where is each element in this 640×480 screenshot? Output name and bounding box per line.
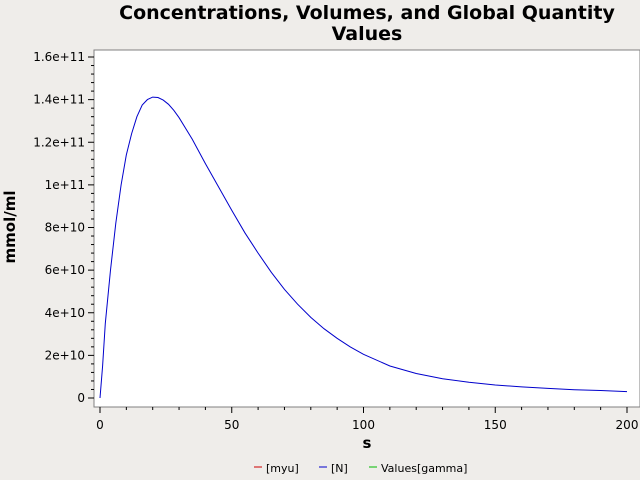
y-tick-label: 4e+10 (45, 306, 85, 320)
legend-label: Values[gamma] (381, 462, 467, 475)
plot-area (93, 49, 640, 408)
chart-title-line-2: Values (332, 23, 403, 45)
series-layer (99, 96, 628, 399)
legend-label: [myu] (266, 462, 299, 475)
y-tick-label: 1.4e+11 (33, 93, 85, 107)
y-tick-label: 1.2e+11 (33, 135, 85, 149)
series-line-N (99, 96, 628, 399)
x-axis: 0 50 100 150 200 (96, 407, 638, 432)
y-axis: 0 2e+10 4e+10 6e+10 8e+10 1e+11 1.2e+11 1.4e+11… (33, 50, 94, 405)
x-tick-label: 100 (352, 418, 375, 432)
x-tick-label: 0 (96, 418, 104, 432)
chart-title-line-1: Concentrations, Volumes, and Global Quan… (119, 2, 615, 24)
y-tick-label: 8e+10 (45, 221, 85, 235)
y-tick-label: 0 (77, 391, 85, 405)
x-tick-label: 50 (224, 418, 239, 432)
x-tick-label: 200 (616, 418, 639, 432)
y-tick-label: 1.6e+11 (33, 50, 85, 64)
y-tick-label: 2e+10 (45, 348, 85, 362)
legend: [myu] [N] Values[gamma] (254, 462, 467, 475)
x-tick-label: 150 (484, 418, 507, 432)
x-axis-title: s (363, 434, 372, 452)
legend-label: [N] (331, 462, 348, 475)
y-tick-label: 1e+11 (45, 178, 85, 192)
y-axis-title: mmol/ml (1, 191, 19, 264)
y-tick-label: 6e+10 (45, 263, 85, 277)
